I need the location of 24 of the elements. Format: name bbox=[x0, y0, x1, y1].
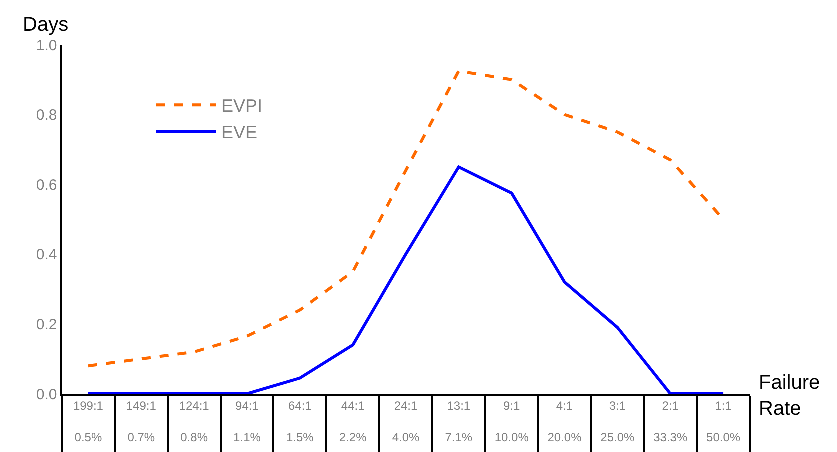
y-tick-label: 0.2 bbox=[36, 316, 58, 334]
y-tick-label: 0.6 bbox=[36, 176, 58, 194]
category-label: 94:1 1.1% bbox=[234, 399, 261, 444]
legend-label: EVPI bbox=[221, 96, 262, 116]
category-label: 64:1 1.5% bbox=[286, 399, 314, 444]
y-axis-title: Days bbox=[23, 14, 69, 36]
y-tick-label: 0.8 bbox=[36, 107, 58, 124]
category-label: 2:1 33.3% bbox=[654, 399, 688, 444]
y-tick-label: 0.0 bbox=[36, 386, 58, 404]
y-tick-label: 1.0 bbox=[36, 37, 58, 54]
category-label: 124:1 0.8% bbox=[179, 399, 210, 444]
category-label: 149:1 0.7% bbox=[126, 399, 156, 444]
category-label: 3:1 25.0% bbox=[600, 399, 635, 444]
x-axis-title: Failure Rate bbox=[759, 372, 820, 420]
category-label: 4:1 20.0% bbox=[548, 399, 582, 444]
legend-label: EVE bbox=[221, 122, 258, 142]
category-label: 1:1 50.0% bbox=[706, 399, 741, 444]
category-label: 24:1 4.0% bbox=[392, 399, 420, 444]
category-label: 199:1 0.5% bbox=[73, 399, 104, 444]
category-label: 44:1 2.2% bbox=[339, 399, 367, 444]
y-tick-label: 0.4 bbox=[36, 246, 58, 264]
line-series bbox=[86, 166, 726, 394]
category-label: 9:1 10.0% bbox=[494, 399, 529, 444]
category-label: 13:1 7.1% bbox=[445, 399, 473, 444]
